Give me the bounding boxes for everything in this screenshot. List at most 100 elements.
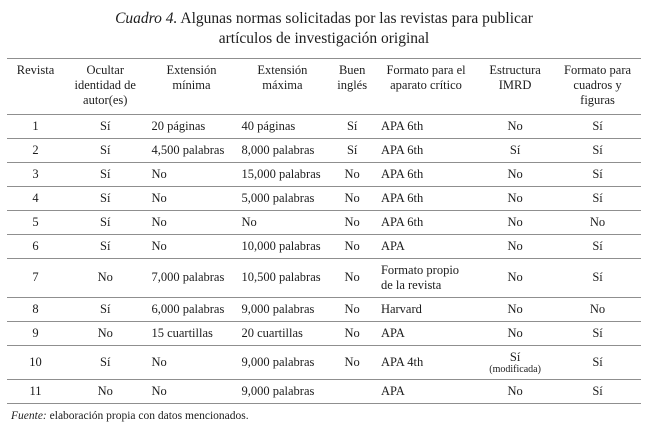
table-cell: 9,000 palabras	[241, 354, 315, 369]
table-cell: No	[151, 238, 167, 253]
table-cell: No	[344, 354, 360, 369]
table-cell: No	[507, 166, 523, 181]
table-cell: 6	[32, 238, 39, 253]
table-cell: Sí	[100, 238, 111, 253]
table-cell: Sí	[346, 142, 358, 157]
column-header: Buen inglés	[337, 63, 368, 93]
table-cell: 7,000 palabras	[151, 270, 225, 285]
table-cell: No	[151, 354, 167, 369]
table-cell: Sí	[100, 301, 111, 316]
table-cell: Sí	[592, 190, 603, 205]
table-row: 4 Sí No 5,000 palabras No APA 6th No Sí	[7, 186, 641, 211]
table-cell: No	[97, 325, 113, 340]
table-cell: Sí	[346, 118, 358, 133]
table-cell: No	[344, 270, 360, 285]
table-cell: Sí	[592, 270, 603, 285]
table-title: Cuadro 4. Algunas normas solicitadas por…	[89, 9, 559, 49]
table-cell: 10,500 palabras	[241, 270, 321, 285]
table-cell: Sí	[100, 190, 111, 205]
table-cell: 10,000 palabras	[241, 238, 321, 253]
table-cell: No	[589, 214, 606, 229]
source-note: Fuente: elaboración propia con datos men…	[11, 410, 637, 422]
table-cell: No	[507, 384, 523, 399]
table-cell: No	[97, 384, 113, 399]
table-cell: Sí	[592, 325, 603, 340]
table-cell: No	[344, 301, 360, 316]
table-row: 6 Sí No 10,000 palabras No APA No Sí	[7, 234, 641, 259]
header-row: Revista Ocultar identidad de autor(es) Ext…	[7, 59, 641, 115]
table-cell: 9	[32, 325, 39, 340]
table-cell: No	[507, 270, 523, 285]
table-cell: 8	[32, 301, 39, 316]
table-cell: 3	[32, 166, 39, 181]
table-cell: Sí	[100, 354, 111, 369]
table-cell: No	[97, 270, 113, 285]
column-header: Formato para el aparato crítico	[386, 63, 466, 93]
table-cell: 20 cuartillas	[241, 325, 303, 340]
column-header: Extensión mínima	[166, 63, 217, 93]
table-cell: APA	[380, 325, 405, 340]
table-row: 3 Sí No 15,000 palabras No APA 6th No Sí	[7, 162, 641, 187]
table-row: 11 No No 9,000 palabras APA No Sí	[7, 380, 641, 404]
table-cell: Sí	[100, 118, 111, 133]
table-cell: 4,500 palabras	[151, 142, 225, 157]
table-cell: APA 6th	[380, 118, 424, 133]
table-cell: Sí	[592, 384, 603, 399]
table-row: 1 Sí 20 páginas 40 páginas Sí APA 6th No Sí	[7, 114, 641, 139]
table-cell: APA	[380, 238, 405, 253]
table-cell: 1	[32, 118, 39, 133]
table-title-number: Cuadro 4.	[115, 10, 178, 27]
column-header: Ocultar identidad de autor(es)	[74, 63, 136, 107]
table-cell: 15 cuartillas	[151, 325, 213, 340]
table-cell: 9,000 palabras	[241, 384, 315, 399]
table-cell: No	[151, 166, 167, 181]
table-cell: 11	[29, 384, 42, 399]
table-cell: Sí	[592, 142, 603, 157]
table-cell: 5,000 palabras	[241, 190, 315, 205]
table-cell: 6,000 palabras	[151, 301, 225, 316]
table-row: 10 Sí No 9,000 palabras No APA 4th Sí (modifica…	[7, 345, 641, 380]
column-header: Formato para cuadros y figuras	[564, 63, 632, 107]
table-cell: 20 páginas	[151, 118, 206, 133]
table-cell: No	[151, 384, 167, 399]
table-row: 7 No 7,000 palabras 10,500 palabras No Format…	[7, 258, 641, 298]
table-cell: APA 6th	[380, 214, 424, 229]
table-cell: No	[507, 190, 523, 205]
table-cell: Formato propio de la revista	[380, 262, 460, 292]
table-cell: Sí (modificada)	[476, 345, 554, 380]
table-cell: No	[507, 214, 523, 229]
table-row: 9 No 15 cuartillas 20 cuartillas No APA No Sí	[7, 321, 641, 346]
table-cell: 15,000 palabras	[241, 166, 321, 181]
column-header: Extensión máxima	[257, 63, 308, 93]
table-cell: Sí	[592, 354, 603, 369]
column-header: Estructura IMRD	[489, 63, 541, 93]
table-cell: 40 páginas	[241, 118, 296, 133]
table-cell-subtext: (modificada)	[489, 363, 541, 375]
table-cell: No	[344, 166, 360, 181]
table-cell: 4	[32, 190, 39, 205]
table-cell: APA 4th	[380, 354, 424, 369]
table-cell: 7	[32, 270, 39, 285]
table-cell: Sí	[509, 142, 521, 157]
table-cell: No	[507, 118, 523, 133]
table-cell: No	[344, 214, 360, 229]
table-row: 5 Sí No No No APA 6th No No	[7, 210, 641, 235]
table-cell: No	[344, 190, 360, 205]
table-cell: No	[344, 325, 360, 340]
column-header: Revista	[16, 63, 55, 78]
table-cell: Harvard	[380, 301, 422, 316]
norms-table: Revista Ocultar identidad de autor(es) Ext…	[7, 58, 641, 405]
table-cell: Sí	[592, 118, 603, 133]
table-row: 8 Sí 6,000 palabras 9,000 palabras No Harvard…	[7, 297, 641, 322]
table-cell: No	[507, 301, 523, 316]
table-cell: Sí	[592, 166, 603, 181]
table-cell: No	[151, 214, 167, 229]
table-cell: APA 6th	[380, 190, 424, 205]
source-note-text: elaboración propia con datos mencionados…	[46, 410, 249, 423]
table-cell: No	[589, 301, 606, 316]
table-cell: Sí	[100, 142, 111, 157]
table-cell: Sí	[100, 214, 111, 229]
table-cell: No	[151, 190, 167, 205]
table-cell: APA 6th	[380, 166, 424, 181]
